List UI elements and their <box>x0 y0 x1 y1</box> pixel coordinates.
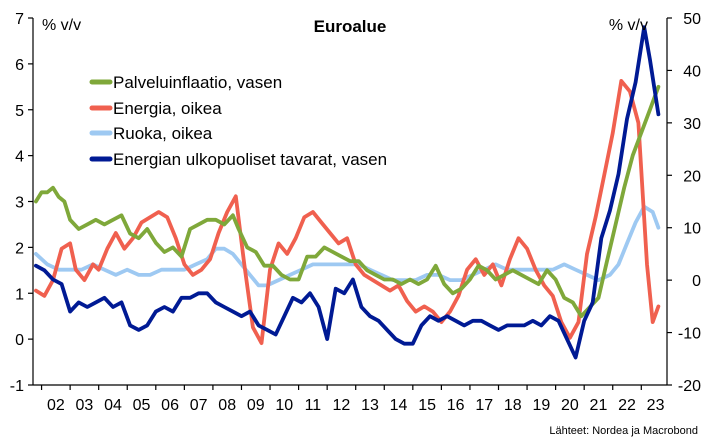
right-tick-label: -20 <box>678 378 701 395</box>
right-tick-label: 50 <box>683 11 701 28</box>
x-tick-label: 10 <box>275 397 293 414</box>
x-tick-label: 14 <box>390 397 408 414</box>
left-tick-label: 0 <box>15 332 24 349</box>
x-tick-label: 18 <box>504 397 522 414</box>
x-tick-label: 23 <box>647 397 665 414</box>
x-tick-label: 17 <box>475 397 493 414</box>
x-tick-label: 03 <box>76 397 94 414</box>
right-tick-label: -10 <box>678 326 701 343</box>
x-tick-label: 21 <box>590 397 608 414</box>
series-line-4 <box>34 25 661 360</box>
right-axis-unit: % v/v <box>609 17 648 34</box>
legend-label: Ruoka, oikea <box>113 124 213 143</box>
x-tick-label: 15 <box>418 397 436 414</box>
chart-title: Euroalue <box>314 17 387 36</box>
right-tick-label: 30 <box>683 116 701 133</box>
left-tick-label: 1 <box>15 286 24 303</box>
series-line-1 <box>34 84 661 319</box>
left-tick-label: 6 <box>15 57 24 74</box>
right-tick-label: 0 <box>692 273 701 290</box>
left-tick-label: 5 <box>15 103 24 120</box>
x-tick-label: 09 <box>247 397 265 414</box>
x-tick-label: 04 <box>104 397 122 414</box>
x-tick-label: 13 <box>361 397 379 414</box>
left-axis-unit: % v/v <box>42 17 81 34</box>
x-tick-label: 02 <box>47 397 65 414</box>
series-line-2 <box>34 79 661 345</box>
x-tick-label: 12 <box>333 397 351 414</box>
left-tick-label: 2 <box>15 240 24 257</box>
x-tick-label: 22 <box>618 397 636 414</box>
legend: Palveluinflaatio, vasen Energia, oikea Ruo… <box>89 73 387 169</box>
series-lines <box>34 25 661 360</box>
x-tick-label: 20 <box>561 397 579 414</box>
left-tick-label: -1 <box>10 378 24 395</box>
x-tick-label: 05 <box>133 397 151 414</box>
right-tick-label: 10 <box>683 221 701 238</box>
legend-label: Palveluinflaatio, vasen <box>113 73 282 92</box>
right-tick-label: 40 <box>683 63 701 80</box>
left-tick-label: 4 <box>15 149 24 166</box>
x-tick-label: 07 <box>190 397 208 414</box>
legend-label: Energian ulkopuoliset tavarat, vasen <box>113 150 387 169</box>
x-tick-label: 06 <box>161 397 179 414</box>
left-tick-label: 7 <box>15 11 24 28</box>
right-tick-label: 20 <box>683 168 701 185</box>
legend-label: Energia, oikea <box>113 99 222 118</box>
series-line-3 <box>34 204 661 288</box>
x-tick-label: 08 <box>218 397 236 414</box>
source-note: Lähteet: Nordea ja Macrobond <box>549 425 698 437</box>
x-tick-label: 19 <box>532 397 550 414</box>
x-tick-label: 11 <box>305 397 322 414</box>
x-tick-label: 16 <box>447 397 465 414</box>
left-tick-label: 3 <box>15 195 24 212</box>
